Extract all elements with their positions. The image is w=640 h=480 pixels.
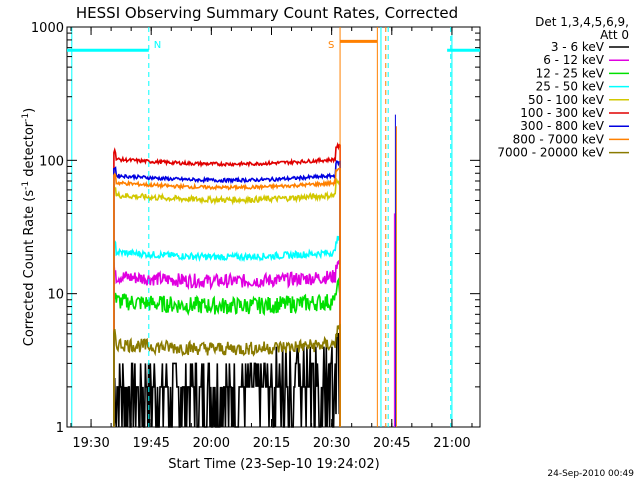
y-tick-label: 1000 (31, 21, 64, 36)
legend-title: Det 1,3,4,5,6,9, (535, 15, 629, 29)
x-tick-label: 20:00 (193, 436, 230, 451)
series-layer (113, 114, 397, 428)
y-label-sup: -1 (21, 181, 31, 190)
x-tick-label: 21:00 (433, 436, 470, 451)
annotation-label: S (328, 40, 334, 51)
y-label-sup: -1 (21, 113, 31, 122)
legend-label: 800 - 7000 keV (513, 132, 605, 146)
x-tick-label: 20:30 (313, 436, 350, 451)
x-axis-label: Start Time (23-Sep-10 19:24:02) (168, 457, 379, 472)
series-line (113, 277, 341, 427)
y-axis-label: Corrected Count Rate (s-1 detector-1) (21, 108, 37, 346)
y-tick-label: 1 (56, 421, 64, 436)
timestamp: 24-Sep-2010 00:49 (547, 469, 634, 479)
legend-label: 3 - 6 keV (551, 40, 605, 54)
legend-label: 7000 - 20000 keV (497, 146, 604, 160)
y-tick-label: 100 (39, 154, 64, 169)
series-line (113, 235, 341, 427)
legend-label: 50 - 100 keV (528, 93, 605, 107)
legend-label: 12 - 25 keV (536, 66, 605, 80)
legend-label: 100 - 300 keV (520, 106, 604, 120)
plot-area (66, 26, 481, 428)
series-line (113, 333, 341, 428)
x-tick-label: 19:45 (132, 436, 169, 451)
series-line (113, 177, 341, 427)
chart-title: HESSI Observing Summary Count Rates, Cor… (76, 4, 458, 22)
legend-label: 300 - 800 keV (520, 119, 604, 133)
x-tick-label: 20:15 (253, 436, 290, 451)
annotation-label: N (154, 40, 161, 51)
series-line (113, 160, 341, 427)
series-line (113, 167, 341, 427)
series-line (113, 257, 341, 427)
y-label-part: Corrected Count Rate (s (22, 190, 37, 347)
y-label-part: ) (22, 108, 37, 113)
x-tick-label: 19:30 (72, 436, 109, 451)
legend-title: Att 0 (600, 28, 629, 42)
series-line (113, 141, 341, 427)
plot-frame (66, 26, 481, 428)
legend-label: 6 - 12 keV (543, 53, 605, 67)
legend-label: 25 - 50 keV (536, 80, 605, 94)
x-tick-label: 20:45 (373, 436, 410, 451)
y-tick-label: 10 (47, 288, 64, 303)
series-line (113, 323, 341, 427)
axis-layer: 19:30 19:45 20:00 20:15 20:30 20:45 21:00 1 10 10… (31, 21, 480, 451)
y-label-part: detector (22, 121, 37, 181)
